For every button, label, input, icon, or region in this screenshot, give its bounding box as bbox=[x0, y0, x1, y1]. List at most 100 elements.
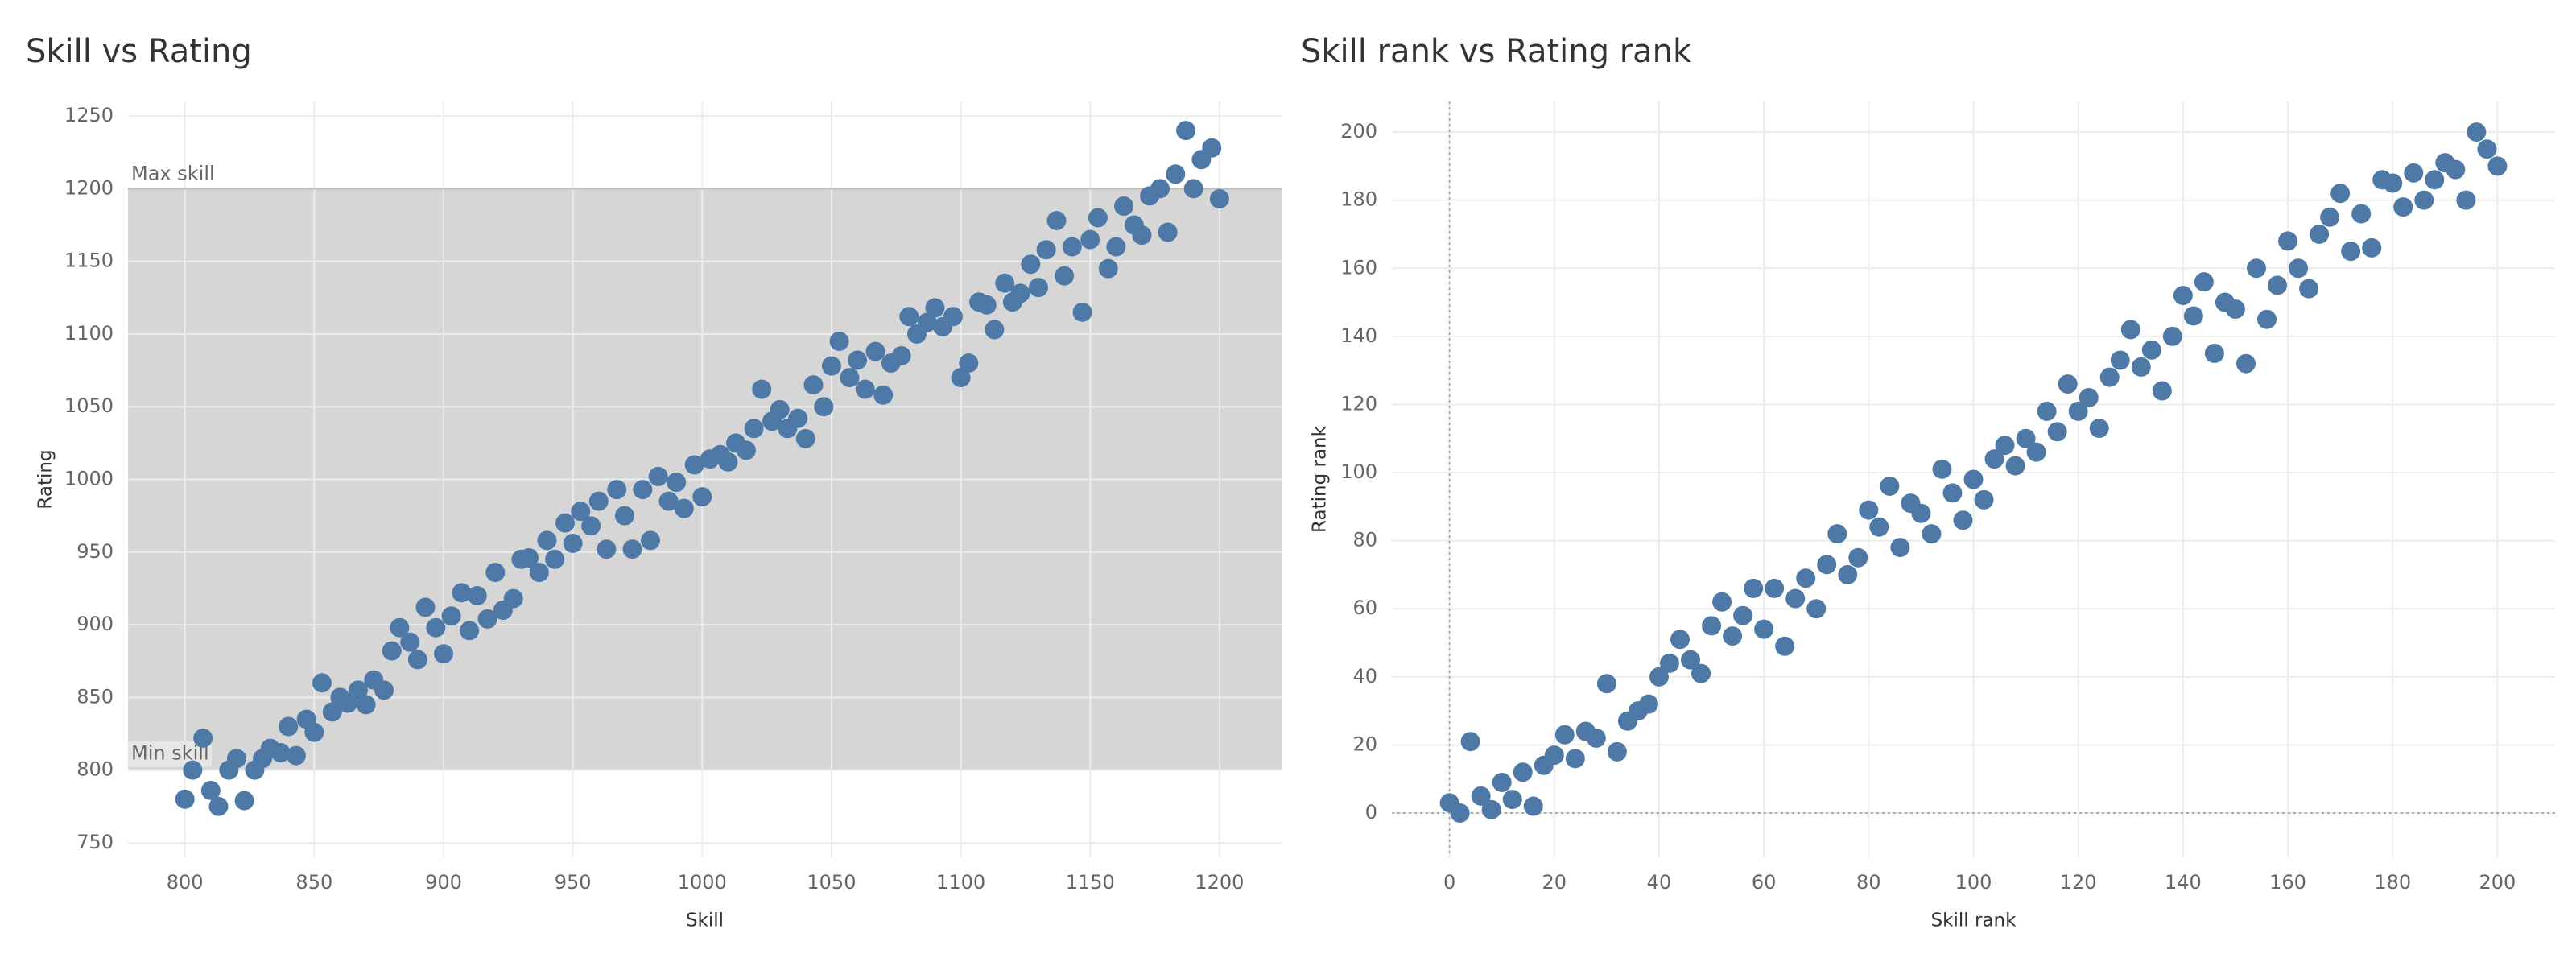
point bbox=[1911, 503, 1931, 523]
point bbox=[433, 644, 453, 664]
point bbox=[1150, 179, 1170, 199]
y-tick-label: 20 bbox=[1352, 733, 1377, 755]
point bbox=[529, 563, 549, 583]
point bbox=[1098, 258, 1118, 279]
x-tick-label: 200 bbox=[2479, 871, 2516, 894]
y-axis-title: Rating rank bbox=[1310, 425, 1331, 533]
point bbox=[200, 780, 221, 800]
point bbox=[1586, 728, 1606, 748]
x-tick-label: 850 bbox=[295, 871, 332, 894]
point bbox=[1974, 489, 1994, 510]
point bbox=[995, 273, 1015, 293]
band-label: Min skill bbox=[131, 742, 209, 765]
point bbox=[667, 473, 687, 493]
point bbox=[2487, 156, 2508, 176]
y-tick-label: 120 bbox=[1340, 392, 1377, 415]
point bbox=[1691, 663, 1711, 683]
point bbox=[2425, 170, 2445, 190]
point bbox=[803, 375, 824, 395]
point bbox=[2235, 353, 2256, 374]
point bbox=[1565, 749, 1585, 769]
point bbox=[208, 796, 229, 816]
point bbox=[2383, 173, 2403, 193]
y-tick-label: 0 bbox=[1365, 801, 1377, 824]
point bbox=[2467, 122, 2487, 142]
point bbox=[873, 385, 894, 405]
point bbox=[1166, 164, 1186, 184]
point bbox=[1028, 278, 1048, 298]
point bbox=[1209, 188, 1229, 208]
point bbox=[951, 368, 971, 388]
x-tick-label: 40 bbox=[1647, 871, 1672, 894]
point bbox=[415, 597, 436, 617]
point bbox=[2414, 190, 2434, 210]
y-tick-label: 160 bbox=[1340, 256, 1377, 279]
point bbox=[193, 728, 213, 748]
point bbox=[1659, 653, 1679, 673]
point bbox=[2194, 272, 2214, 292]
point bbox=[2341, 242, 2361, 262]
chart-title: Skill vs Rating bbox=[26, 33, 252, 70]
point bbox=[943, 307, 963, 327]
point bbox=[1158, 222, 1178, 242]
point bbox=[1869, 517, 1889, 537]
point bbox=[1681, 650, 1701, 670]
point bbox=[899, 307, 919, 327]
point bbox=[641, 530, 661, 551]
point bbox=[304, 722, 324, 742]
point bbox=[607, 480, 627, 500]
y-tick-label: 1050 bbox=[64, 394, 114, 417]
point bbox=[1827, 524, 1847, 544]
point bbox=[959, 353, 979, 374]
point bbox=[2183, 306, 2203, 326]
point bbox=[1021, 254, 1041, 275]
point bbox=[2299, 279, 2319, 299]
point bbox=[338, 693, 358, 713]
x-tick-label: 1200 bbox=[1195, 871, 1244, 894]
point bbox=[1088, 208, 1108, 228]
point bbox=[286, 745, 306, 766]
x-tick-label: 800 bbox=[167, 871, 204, 894]
point bbox=[1890, 538, 1910, 558]
point bbox=[2268, 275, 2288, 295]
point bbox=[2289, 258, 2309, 279]
y-tick-label: 200 bbox=[1340, 120, 1377, 142]
x-tick-label: 100 bbox=[1955, 871, 1992, 894]
point bbox=[537, 530, 557, 551]
point bbox=[1502, 790, 1522, 810]
point bbox=[2330, 184, 2351, 204]
point bbox=[2026, 442, 2046, 462]
point bbox=[814, 397, 834, 417]
point bbox=[356, 695, 376, 715]
point bbox=[1460, 732, 1480, 752]
point bbox=[985, 320, 1005, 340]
point bbox=[2005, 456, 2025, 476]
y-tick-label: 850 bbox=[76, 685, 114, 708]
point bbox=[519, 548, 539, 568]
point bbox=[2204, 344, 2224, 363]
point bbox=[718, 452, 738, 472]
y-tick-label: 1250 bbox=[64, 104, 114, 126]
point bbox=[1796, 568, 1816, 588]
point bbox=[183, 760, 203, 780]
x-axis-title: Skill rank bbox=[1931, 910, 2017, 931]
y-tick-label: 1200 bbox=[64, 176, 114, 199]
point bbox=[1080, 229, 1100, 250]
point bbox=[234, 791, 254, 811]
point bbox=[390, 617, 410, 638]
point bbox=[891, 346, 911, 366]
point bbox=[1712, 592, 1732, 612]
point bbox=[2037, 401, 2057, 421]
point bbox=[1176, 121, 1196, 141]
point bbox=[2320, 207, 2340, 227]
chart-title: Skill rank vs Rating rank bbox=[1301, 33, 1692, 70]
point bbox=[1132, 225, 1152, 246]
point bbox=[1202, 138, 1222, 158]
point bbox=[684, 455, 704, 475]
point bbox=[2278, 231, 2298, 251]
point bbox=[1765, 578, 1785, 598]
point bbox=[322, 702, 342, 722]
point bbox=[2068, 401, 2088, 421]
point bbox=[1733, 605, 1753, 625]
point bbox=[1984, 449, 2004, 469]
